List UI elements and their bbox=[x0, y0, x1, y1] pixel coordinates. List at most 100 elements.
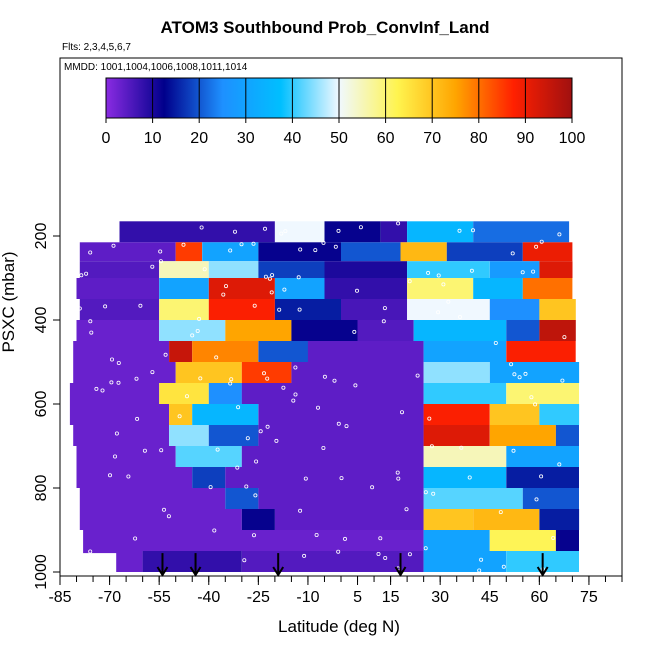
observation-marker bbox=[560, 378, 565, 383]
observation-marker bbox=[159, 448, 164, 453]
observation-marker bbox=[228, 248, 233, 253]
observation-marker bbox=[281, 385, 286, 390]
observation-marker bbox=[533, 402, 538, 407]
x-tick-label: -25 bbox=[247, 589, 270, 606]
heatmap-cell bbox=[291, 362, 424, 383]
heatmap-cell bbox=[73, 425, 170, 446]
observation-marker bbox=[381, 319, 386, 324]
observation-marker bbox=[116, 380, 121, 385]
heatmap-cell bbox=[258, 341, 308, 362]
flight-arrows bbox=[156, 553, 549, 577]
heatmap-cell bbox=[423, 467, 507, 488]
observation-marker bbox=[242, 558, 247, 563]
heatmap-cell bbox=[169, 404, 193, 425]
observation-marker bbox=[199, 225, 204, 230]
observation-marker bbox=[512, 372, 517, 377]
heatmap-cell bbox=[175, 242, 203, 262]
colorbar-tick-label: 20 bbox=[190, 130, 208, 147]
observation-marker bbox=[407, 279, 412, 284]
observation-marker bbox=[426, 270, 431, 275]
observation-marker bbox=[557, 232, 562, 237]
heatmap-cell bbox=[258, 261, 325, 278]
observation-marker bbox=[244, 484, 249, 489]
observation-marker bbox=[493, 340, 498, 345]
observation-marker bbox=[358, 225, 363, 230]
flight-arrow-head bbox=[272, 566, 285, 577]
observation-marker bbox=[298, 508, 303, 513]
observation-marker bbox=[404, 507, 409, 512]
observation-marker bbox=[197, 316, 202, 321]
heatmap-cell bbox=[341, 242, 401, 262]
observation-marker bbox=[89, 330, 94, 335]
heatmap-cell bbox=[407, 261, 490, 278]
heatmap-cell bbox=[539, 299, 576, 320]
observation-marker bbox=[534, 244, 539, 249]
heatmap-cell bbox=[473, 221, 570, 243]
observation-markers bbox=[60, 221, 567, 576]
observation-marker bbox=[396, 476, 401, 481]
heatmap-cell bbox=[522, 278, 573, 299]
observation-marker bbox=[396, 221, 401, 226]
heatmap-cell bbox=[341, 299, 408, 320]
observation-marker bbox=[531, 269, 536, 274]
observation-marker bbox=[251, 241, 256, 246]
heatmap-cell bbox=[473, 278, 523, 299]
heatmap-cell bbox=[208, 383, 242, 404]
observation-marker bbox=[116, 360, 121, 365]
no-data-area bbox=[60, 553, 117, 576]
observation-marker bbox=[479, 557, 484, 562]
observation-marker bbox=[239, 242, 244, 247]
observation-marker bbox=[436, 310, 441, 315]
heatmap-cell bbox=[225, 488, 259, 509]
observation-marker bbox=[321, 240, 326, 245]
y-tick-label: 400 bbox=[33, 307, 50, 334]
observation-marker bbox=[313, 248, 318, 253]
heatmap-cell bbox=[169, 425, 209, 446]
heatmap-cell bbox=[522, 242, 573, 262]
heatmap-cell bbox=[489, 261, 540, 278]
observation-marker bbox=[529, 395, 534, 400]
observation-marker bbox=[110, 357, 115, 362]
heatmap-cell bbox=[539, 320, 576, 341]
observation-marker bbox=[282, 287, 287, 292]
heatmap-cell bbox=[159, 261, 209, 278]
heatmap-cell bbox=[380, 221, 408, 243]
heatmap-cell bbox=[423, 530, 490, 551]
observation-marker bbox=[229, 377, 234, 382]
observation-marker bbox=[520, 270, 525, 275]
observation-marker bbox=[79, 273, 84, 278]
observation-marker bbox=[314, 533, 319, 538]
heatmap-cell bbox=[423, 488, 523, 509]
y-axis-label: PSXC (mbar) bbox=[0, 251, 18, 352]
x-tick-label: 75 bbox=[580, 589, 598, 606]
observation-marker bbox=[221, 292, 226, 297]
observation-marker bbox=[297, 307, 302, 312]
x-tick-label: -10 bbox=[296, 589, 319, 606]
observation-marker bbox=[126, 474, 131, 479]
observation-marker bbox=[158, 249, 163, 254]
heatmap-cell bbox=[539, 261, 573, 278]
observation-marker bbox=[562, 335, 567, 340]
heatmap-cell bbox=[258, 425, 424, 446]
heatmap-cell bbox=[423, 341, 507, 362]
observation-marker bbox=[321, 445, 326, 450]
heatmap-cell bbox=[446, 242, 523, 262]
colorbar: 0 10 20 30 40 50 60 70 80 90 100 bbox=[102, 77, 585, 147]
heatmap-cell bbox=[324, 221, 381, 243]
observation-marker bbox=[113, 454, 118, 459]
heatmap-cell bbox=[506, 446, 579, 467]
heatmap-cell bbox=[555, 530, 579, 551]
heatmap-cell bbox=[539, 404, 580, 425]
observation-marker bbox=[457, 314, 462, 319]
observation-marker bbox=[88, 319, 93, 324]
observation-marker bbox=[431, 491, 436, 496]
observation-marker bbox=[111, 243, 116, 248]
heatmap-cell bbox=[274, 221, 325, 243]
observation-marker bbox=[399, 410, 404, 415]
flight-arrow-head bbox=[156, 566, 169, 577]
heatmap-layers bbox=[69, 221, 580, 572]
observation-marker bbox=[429, 444, 434, 449]
x-tick-label: 15 bbox=[382, 589, 400, 606]
observation-marker bbox=[407, 552, 412, 557]
observation-marker bbox=[557, 462, 562, 467]
